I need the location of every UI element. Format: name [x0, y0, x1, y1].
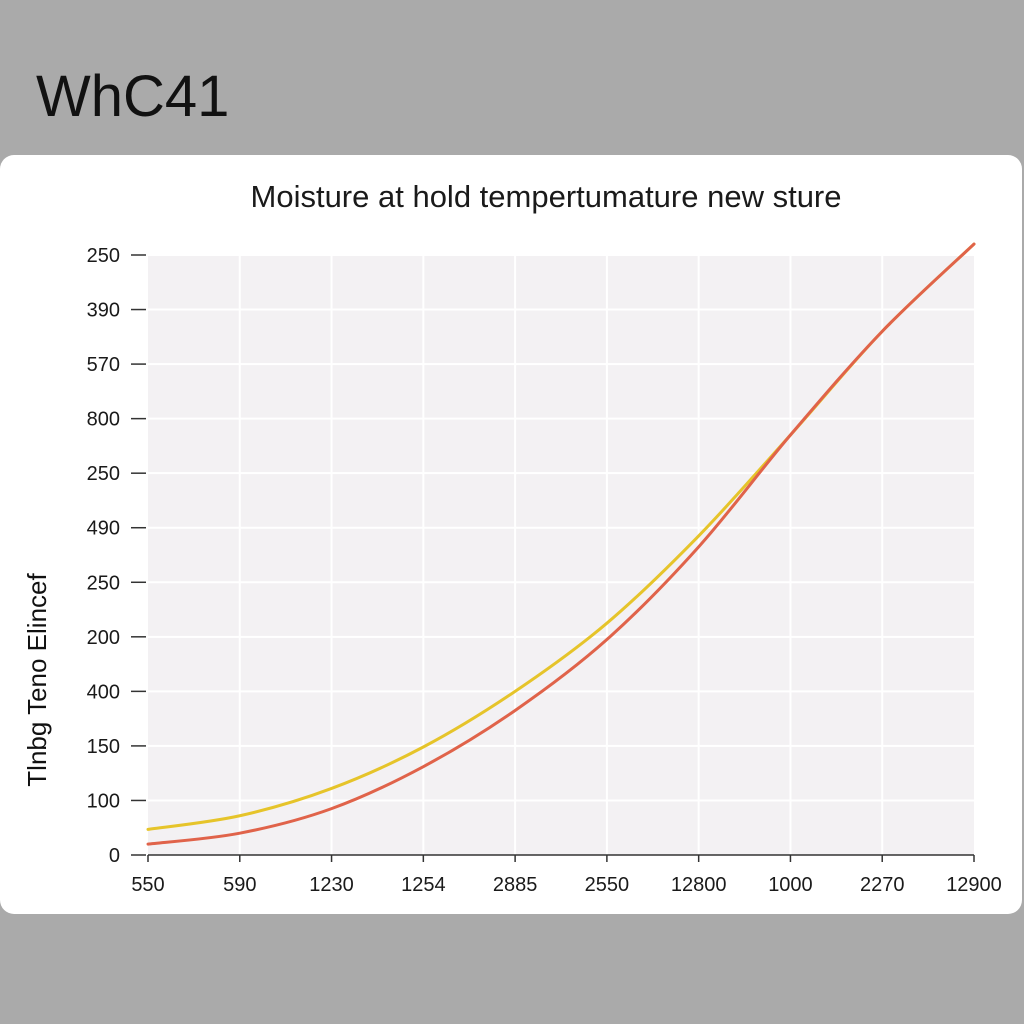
- chart-card: 0 100 150 400 200 250 490 250 800 570 390 250 550 59…: [0, 155, 1022, 914]
- series-line-2: [146, 242, 976, 846]
- x-axis: 550 590 1230 1254 2885 2550 12800 1000 2270 12900: [131, 854, 1002, 896]
- y-tick-label: 390: [87, 300, 120, 322]
- y-tick-label: 250: [87, 245, 120, 267]
- y-tick-label: 800: [87, 409, 120, 431]
- series-lines: [146, 242, 976, 846]
- x-tick-label: 1254: [401, 874, 446, 896]
- plot-background: [148, 255, 974, 855]
- x-tick-label: 590: [223, 874, 256, 896]
- x-tick-label: 2885: [493, 874, 538, 896]
- y-axis-title: Tlnbg Teno Elincef: [22, 573, 52, 787]
- grid-lines: [148, 254, 974, 855]
- y-tick-label: 250: [87, 463, 120, 485]
- y-axis: 0 100 150 400 200 250 490 250 800 570 390 250: [87, 245, 146, 867]
- y-tick-label: 150: [87, 736, 120, 758]
- x-tick-label: 2270: [860, 874, 905, 896]
- x-tick-label: 550: [131, 874, 164, 896]
- x-tick-label: 1230: [309, 874, 354, 896]
- x-tick-label: 2550: [585, 874, 630, 896]
- x-tick-label: 12800: [671, 874, 727, 896]
- y-tick-label: 490: [87, 518, 120, 540]
- chart-title: Moisture at hold tempertumature new stur…: [251, 179, 842, 214]
- page-title: WhC41: [36, 64, 230, 129]
- y-tick-label: 100: [87, 790, 120, 812]
- y-tick-label: 570: [87, 354, 120, 376]
- y-tick-label: 400: [87, 681, 120, 703]
- x-tick-label: 12900: [946, 874, 1002, 896]
- y-tick-label: 200: [87, 627, 120, 649]
- x-tick-label: 1000: [768, 874, 813, 896]
- y-tick-label: 250: [87, 572, 120, 594]
- line-chart: 0 100 150 400 200 250 490 250 800 570 390 250 550 59…: [22, 179, 1002, 896]
- y-tick-label: 0: [109, 845, 120, 867]
